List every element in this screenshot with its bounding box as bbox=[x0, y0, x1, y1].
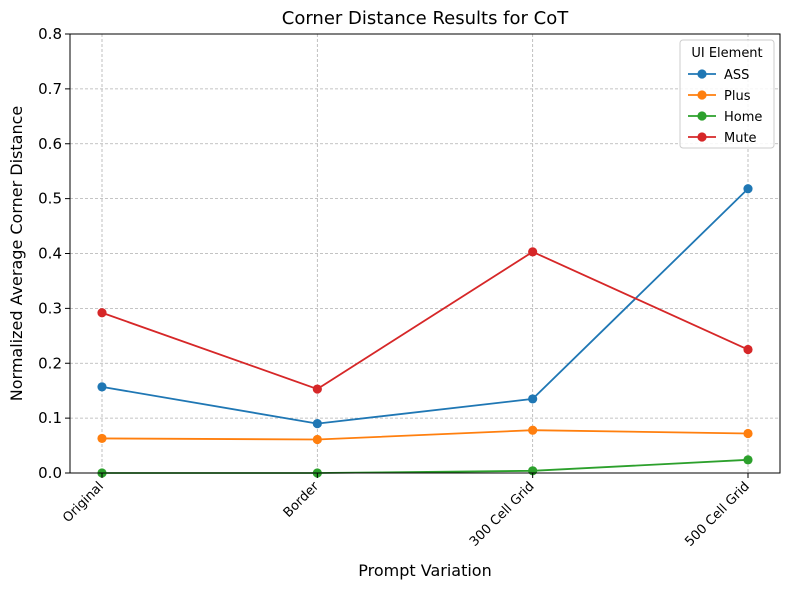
legend-label: Plus bbox=[724, 89, 751, 104]
x-tick-label: 300 Cell Grid bbox=[467, 479, 537, 549]
x-tick-label: Border bbox=[281, 479, 323, 521]
data-point-home bbox=[743, 455, 753, 465]
data-point-plus bbox=[528, 425, 538, 435]
series-line-mute bbox=[101, 250, 749, 391]
series-mute bbox=[97, 247, 753, 394]
data-point-ass bbox=[312, 419, 322, 429]
data-point-mute bbox=[528, 247, 538, 257]
series-plus bbox=[97, 425, 753, 445]
legend-swatch-marker bbox=[697, 90, 707, 100]
y-tick-label: 0.2 bbox=[38, 354, 62, 372]
y-tick-label: 0.3 bbox=[38, 299, 62, 317]
x-tick-label: Original bbox=[60, 479, 107, 526]
y-tick-label: 0.5 bbox=[38, 190, 62, 208]
x-axis-label: Prompt Variation bbox=[358, 561, 491, 580]
x-tick-label: 500 Cell Grid bbox=[682, 479, 752, 549]
series-line-home bbox=[102, 458, 749, 474]
legend-label: Mute bbox=[724, 131, 757, 146]
data-point-mute bbox=[743, 344, 753, 355]
legend-swatch-marker bbox=[697, 69, 707, 79]
y-tick-label: 0.4 bbox=[38, 245, 62, 263]
legend-label: Home bbox=[724, 110, 762, 125]
series-group bbox=[97, 184, 753, 478]
data-point-mute bbox=[97, 308, 107, 318]
series-line-plus bbox=[101, 429, 749, 441]
legend-item-mute: Mute bbox=[688, 131, 757, 146]
series-line-ass bbox=[101, 188, 749, 425]
axes: 0.0 0.1 0.2 0.3 0.4 0.5 0.6 0.7 0.8 Original Borde… bbox=[38, 25, 753, 550]
data-point-plus bbox=[312, 434, 322, 445]
data-point-ass bbox=[743, 184, 753, 194]
legend-items: ASS Plus Home Mute bbox=[688, 68, 762, 146]
y-tick-label: 0.8 bbox=[38, 25, 62, 43]
legend-swatch-marker bbox=[697, 111, 707, 121]
legend: UI Element ASS Plus Home Mute bbox=[679, 39, 775, 149]
data-point-plus bbox=[97, 433, 107, 444]
legend-item-ass: ASS bbox=[688, 68, 749, 83]
data-point-ass bbox=[528, 394, 538, 404]
y-tick-label: 0.0 bbox=[38, 464, 62, 482]
data-point-mute bbox=[312, 384, 322, 394]
legend-swatch-marker bbox=[697, 132, 707, 142]
y-tick-label: 0.6 bbox=[38, 135, 62, 153]
grid bbox=[70, 33, 780, 474]
legend-label: ASS bbox=[724, 68, 749, 83]
series-ass bbox=[97, 184, 753, 429]
legend-title: UI Element bbox=[691, 46, 762, 61]
y-tick-label: 0.1 bbox=[38, 409, 62, 427]
legend-box bbox=[679, 39, 775, 149]
data-point-plus bbox=[743, 428, 753, 439]
legend-item-home: Home bbox=[688, 110, 762, 125]
series-home bbox=[97, 455, 753, 478]
data-point-ass bbox=[97, 382, 107, 392]
legend-item-plus: Plus bbox=[688, 89, 751, 104]
y-axis-label: Normalized Average Corner Distance bbox=[7, 106, 26, 401]
chart-title: Corner Distance Results for CoT bbox=[282, 8, 569, 29]
y-tick-label: 0.7 bbox=[38, 80, 62, 98]
